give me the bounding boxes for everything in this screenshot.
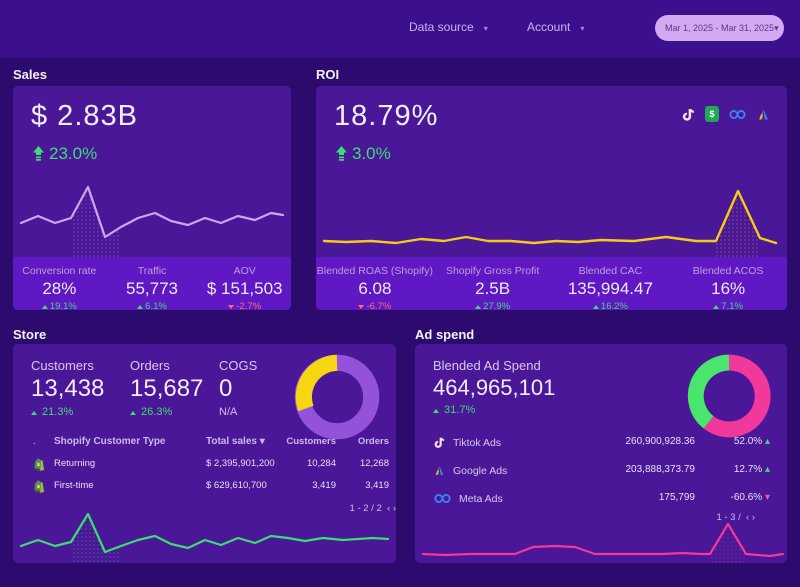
svg-text:$: $: [37, 462, 40, 468]
svg-text:$: $: [37, 484, 40, 490]
